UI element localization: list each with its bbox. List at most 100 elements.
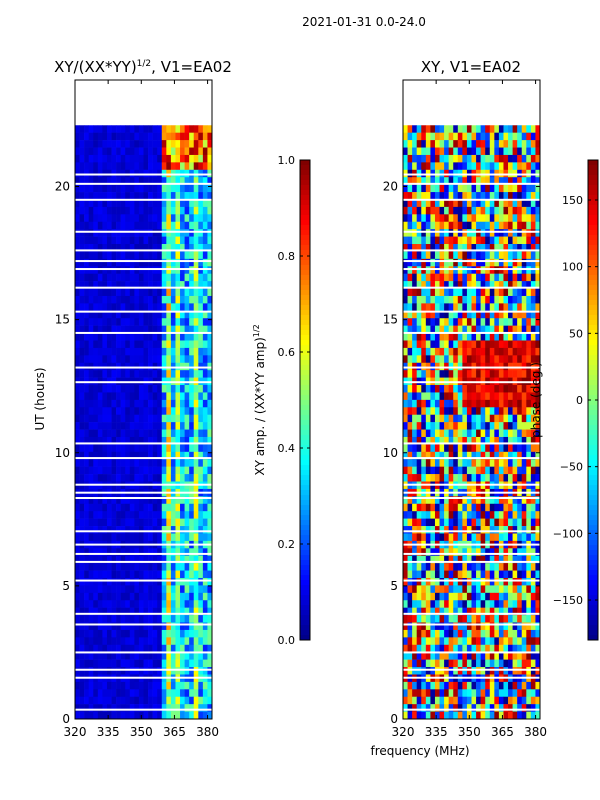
heatmap-cell bbox=[125, 221, 131, 230]
heatmap-cell bbox=[503, 644, 509, 653]
heatmap-cell bbox=[530, 273, 536, 282]
heatmap-cell bbox=[84, 555, 89, 564]
heatmap-cell bbox=[430, 629, 436, 638]
heatmap-cell bbox=[403, 511, 408, 519]
heatmap-cell bbox=[526, 399, 532, 408]
y-tick-label: 5 bbox=[62, 579, 70, 593]
heatmap-cell bbox=[170, 177, 176, 185]
heatmap-cell bbox=[412, 592, 417, 601]
heatmap-cell bbox=[84, 414, 89, 423]
heatmap-cell bbox=[198, 206, 204, 215]
heatmap-cell bbox=[198, 451, 204, 460]
heatmap-cell bbox=[170, 644, 176, 653]
heatmap-cell bbox=[93, 681, 99, 690]
heatmap-cell bbox=[530, 414, 536, 423]
heatmap-cell bbox=[157, 704, 163, 712]
heatmap-cell bbox=[480, 577, 486, 586]
heatmap-cell bbox=[207, 429, 213, 438]
heatmap-cell bbox=[517, 132, 523, 141]
heatmap-cell bbox=[84, 600, 89, 608]
heatmap-cell bbox=[120, 132, 126, 141]
heatmap-cell bbox=[75, 184, 80, 193]
heatmap-cell bbox=[175, 310, 181, 319]
heatmap-cell bbox=[448, 711, 454, 720]
heatmap-cell bbox=[476, 644, 481, 653]
heatmap-cell bbox=[421, 266, 427, 274]
heatmap-cell bbox=[198, 422, 204, 430]
heatmap-cell bbox=[476, 659, 481, 668]
heatmap-cell bbox=[526, 214, 532, 223]
heatmap-cell bbox=[512, 333, 518, 341]
heatmap-cell bbox=[535, 310, 541, 319]
heatmap-cell bbox=[498, 399, 504, 408]
heatmap-cell bbox=[157, 295, 163, 304]
heatmap-cell bbox=[526, 667, 532, 675]
heatmap-cell bbox=[476, 333, 481, 341]
heatmap-cell bbox=[453, 711, 459, 720]
heatmap-cell bbox=[143, 474, 149, 482]
heatmap-cell bbox=[403, 392, 408, 401]
heatmap-cell bbox=[508, 615, 513, 623]
heatmap-cell bbox=[416, 644, 422, 653]
heatmap-cell bbox=[198, 570, 204, 579]
heatmap-cell bbox=[198, 407, 204, 416]
heatmap-cell bbox=[88, 689, 94, 698]
heatmap-cell bbox=[498, 622, 504, 631]
heatmap-cell bbox=[521, 704, 527, 712]
heatmap-cell bbox=[535, 474, 541, 482]
heatmap-cell bbox=[439, 147, 445, 156]
heatmap-cell bbox=[535, 184, 541, 193]
heatmap-cell bbox=[498, 310, 504, 319]
heatmap-cell bbox=[412, 333, 417, 341]
heatmap-cell bbox=[180, 318, 185, 326]
heatmap-cell bbox=[466, 407, 472, 416]
heatmap-cell bbox=[88, 422, 94, 430]
heatmap-cell bbox=[517, 407, 523, 416]
heatmap-cell bbox=[407, 251, 413, 260]
heatmap-cell bbox=[148, 303, 153, 312]
heatmap-cell bbox=[111, 347, 117, 356]
heatmap-cell bbox=[207, 689, 213, 698]
heatmap-cell bbox=[430, 244, 436, 252]
heatmap-cell bbox=[143, 177, 149, 185]
heatmap-cell bbox=[143, 281, 149, 289]
heatmap-cell bbox=[161, 214, 167, 223]
heatmap-cell bbox=[521, 459, 527, 467]
heatmap-cell bbox=[425, 474, 431, 482]
heatmap-cell bbox=[125, 511, 131, 519]
heatmap-cell bbox=[170, 318, 176, 326]
heatmap-cell bbox=[485, 199, 491, 208]
heatmap-cell bbox=[148, 162, 153, 171]
heatmap-cell bbox=[189, 154, 195, 163]
heatmap-cell bbox=[84, 229, 89, 237]
heatmap-cell bbox=[106, 229, 112, 237]
heatmap-cell bbox=[170, 414, 176, 423]
heatmap-cell bbox=[120, 281, 126, 289]
heatmap-cell bbox=[412, 459, 417, 467]
colorbar-step bbox=[300, 210, 310, 216]
heatmap-cell bbox=[498, 644, 504, 653]
heatmap-cell bbox=[157, 667, 163, 675]
heatmap-cell bbox=[412, 511, 417, 519]
heatmap-cell bbox=[170, 355, 176, 364]
heatmap-cell bbox=[430, 652, 436, 660]
heatmap-cell bbox=[93, 258, 99, 267]
heatmap-cell bbox=[430, 295, 436, 304]
heatmap-cell bbox=[416, 681, 422, 690]
heatmap-cell bbox=[84, 667, 89, 675]
heatmap-cell bbox=[521, 407, 527, 416]
heatmap-cell bbox=[480, 310, 486, 319]
heatmap-cell bbox=[448, 281, 454, 289]
heatmap-cell bbox=[84, 444, 89, 453]
heatmap-cell bbox=[430, 600, 436, 608]
heatmap-cell bbox=[125, 644, 131, 653]
heatmap-cell bbox=[494, 140, 500, 148]
heatmap-cell bbox=[526, 563, 532, 571]
heatmap-cell bbox=[79, 704, 85, 712]
heatmap-cell bbox=[416, 615, 422, 623]
heatmap-cell bbox=[125, 154, 131, 163]
heatmap-cell bbox=[138, 659, 144, 668]
heatmap-cell bbox=[480, 214, 486, 223]
heatmap-cell bbox=[193, 414, 199, 423]
heatmap-cell bbox=[202, 444, 208, 453]
